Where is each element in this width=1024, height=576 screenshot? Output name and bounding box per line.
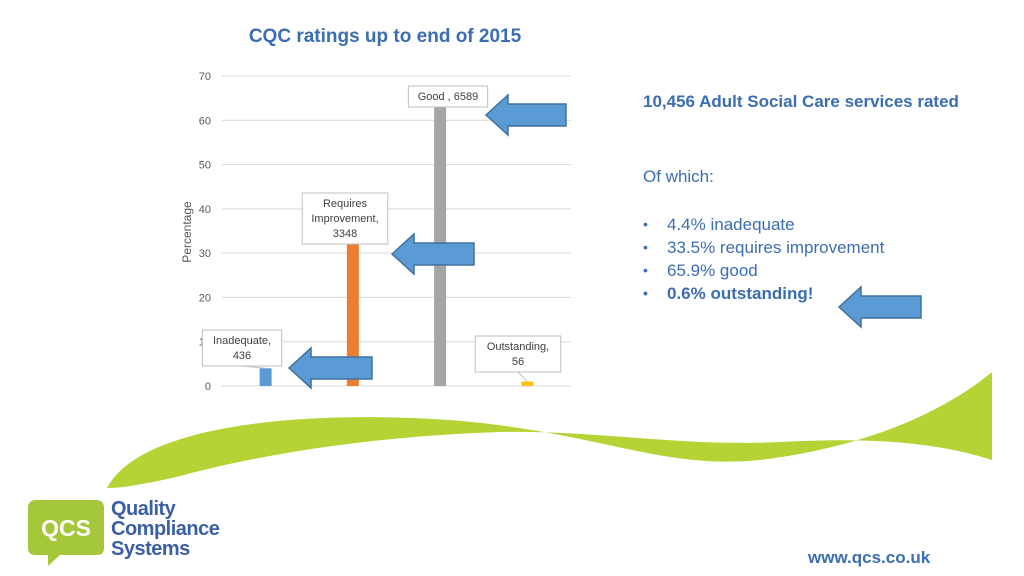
data-label-inadequate: Inadequate, 436 — [201, 329, 283, 369]
arrow-inadequate — [287, 346, 373, 390]
y-tick-label: 50 — [199, 160, 211, 172]
logo-wordmark: Quality Compliance Systems — [111, 498, 220, 560]
arrow-good — [484, 93, 567, 137]
logo-mark-text: QCS — [41, 515, 91, 541]
bullet-inadequate: 4.4% inadequate — [643, 213, 973, 236]
data-label-text: 56 — [512, 356, 524, 368]
data-label-text: Requires — [323, 198, 368, 210]
data-label-good: Good , 6589 — [407, 85, 489, 108]
logo-line-compliance: Compliance — [111, 518, 220, 540]
summary-panel: 10,456 Adult Social Care services rated … — [643, 90, 973, 305]
data-label-text: 436 — [233, 350, 251, 362]
arrow-requires-improvement — [390, 232, 475, 276]
data-label-text: Improvement, — [311, 213, 378, 225]
chart-data-labels: Inadequate, 436 Requires Improvement, 3348 Go… — [201, 85, 562, 382]
y-tick-label: 70 — [199, 71, 211, 83]
bar-outstanding — [521, 381, 534, 386]
summary-headline: 10,456 Adult Social Care services rated — [643, 92, 959, 111]
summary-bullet-list: 4.4% inadequate 33.5% requires improveme… — [643, 213, 973, 305]
data-label-text: Good , 6589 — [418, 91, 479, 103]
logo-line-quality: Quality — [111, 498, 176, 520]
chart-title: CQC ratings up to end of 2015 — [248, 26, 522, 47]
website-link[interactable]: www.qcs.co.uk — [808, 548, 931, 567]
y-tick-label: 20 — [199, 292, 211, 304]
data-label-outstanding: Outstanding, 56 — [474, 335, 562, 382]
bar-requires-improvement — [346, 244, 359, 386]
data-label-text: Outstanding, — [487, 341, 549, 353]
y-tick-label: 0 — [205, 381, 211, 393]
bullet-requires-improvement: 33.5% requires improvement — [643, 236, 973, 259]
y-tick-label: 40 — [199, 204, 211, 216]
logo-line-systems: Systems — [111, 538, 190, 560]
green-swoosh — [107, 372, 992, 488]
y-tick-label: 30 — [199, 248, 211, 260]
summary-of-which: Of which: — [643, 167, 714, 186]
data-label-requires-improvement: Requires Improvement, 3348 — [301, 192, 389, 245]
y-axis-label: Percentage — [180, 201, 194, 263]
y-tick-label: 60 — [199, 115, 211, 127]
bullet-outstanding: 0.6% outstanding! — [643, 282, 973, 305]
data-label-text: 3348 — [333, 228, 357, 240]
qcs-logo-mark: QCS — [28, 500, 104, 566]
bullet-good: 65.9% good — [643, 259, 973, 282]
data-label-text: Inadequate, — [213, 335, 271, 347]
bar-inadequate — [259, 368, 272, 386]
